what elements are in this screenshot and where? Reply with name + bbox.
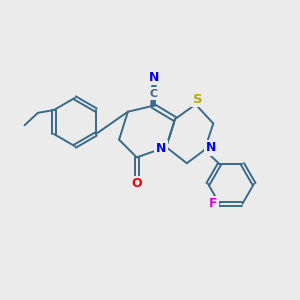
Text: S: S bbox=[193, 93, 203, 106]
Text: N: N bbox=[149, 71, 160, 84]
Text: N: N bbox=[156, 142, 166, 155]
Text: C: C bbox=[149, 89, 158, 99]
Text: N: N bbox=[206, 141, 216, 154]
Text: F: F bbox=[209, 197, 217, 210]
Text: O: O bbox=[131, 177, 142, 190]
